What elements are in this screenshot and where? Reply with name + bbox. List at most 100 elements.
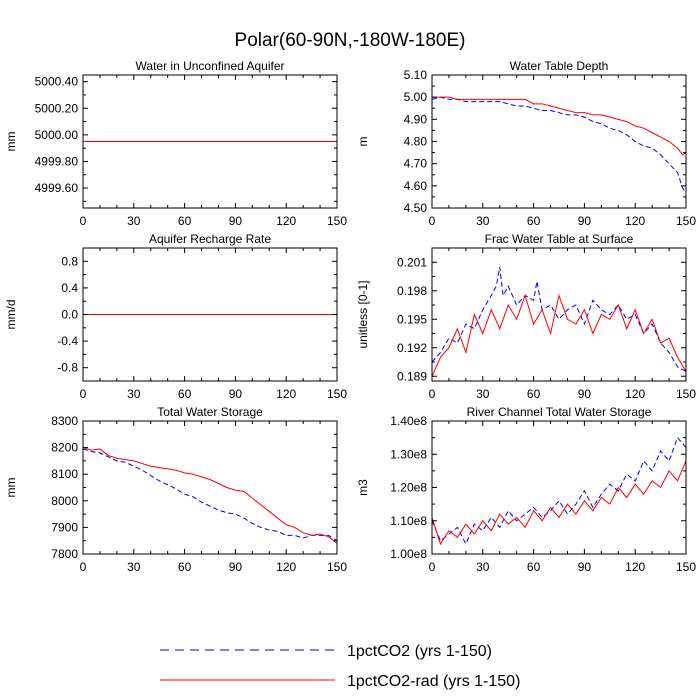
series-group [432, 436, 686, 546]
y-tick-label: 8100 [51, 467, 78, 481]
y-tick-label: 0.189 [397, 369, 427, 383]
series-line-1pctCO2 [432, 266, 686, 372]
y-axis-label: m3 [356, 479, 370, 496]
x-tick-label: 30 [127, 560, 141, 574]
y-axis-label: m [356, 137, 370, 147]
y-tick-label: 8200 [51, 441, 78, 455]
panel-title: Water in Unconfined Aquifer [136, 59, 285, 73]
x-tick-label: 30 [476, 214, 490, 228]
y-tick-label: 0.0 [61, 308, 78, 322]
y-tick-label: 4.80 [404, 135, 428, 149]
x-tick-label: 0 [429, 214, 436, 228]
y-tick-label: 4.60 [404, 179, 428, 193]
y-tick-label: 5000.00 [35, 128, 79, 142]
y-tick-label: 7800 [51, 547, 78, 561]
legend: 1pctCO2 (yrs 1-150) 1pctCO2-rad (yrs 1-1… [160, 643, 520, 690]
y-axis-label: mm [4, 478, 18, 498]
x-tick-label: 30 [127, 387, 141, 401]
x-tick-label: 0 [429, 387, 436, 401]
plot-frame [431, 247, 687, 382]
y-tick-label: 0.198 [397, 284, 427, 298]
series-group [432, 266, 686, 377]
plot-frame [431, 74, 687, 209]
panel-title: Water Table Depth [510, 59, 609, 73]
panel-title: Frac Water Table at Surface [485, 232, 634, 246]
panel-title: River Channel Total Water Storage [467, 405, 652, 419]
y-tick-label: 5.00 [404, 90, 428, 104]
y-axis-label: unitless [0-1] [356, 280, 370, 348]
figure-title: Polar(60-90N,-180W-180E) [235, 30, 466, 51]
x-tick-label: 30 [476, 560, 490, 574]
x-tick-label: 90 [578, 387, 592, 401]
y-tick-label: 4999.80 [35, 154, 79, 168]
y-tick-label: 0.8 [61, 254, 78, 268]
panel-2: Aquifer Recharge Rate mm/d 0 30 60 90 120 150 -0… [4, 232, 347, 401]
panels: Water in Unconfined Aquifer mm 0 30 60 90 120 1… [4, 59, 696, 574]
y-tick-label: 1.00e8 [390, 547, 427, 561]
x-tick-label: 60 [178, 214, 192, 228]
x-tick-label: 120 [625, 560, 645, 574]
series-line-1pctCO2-rad [432, 293, 686, 377]
legend-label-1pctCO2: 1pctCO2 (yrs 1-150) [347, 643, 492, 660]
series-line-1pctCO2-rad [83, 447, 337, 544]
x-tick-label: 60 [527, 214, 541, 228]
x-tick-label: 90 [229, 387, 243, 401]
x-tick-label: 60 [527, 560, 541, 574]
x-tick-label: 150 [676, 214, 696, 228]
plot-frame [82, 420, 338, 555]
legend-label-1pctCO2-rad: 1pctCO2-rad (yrs 1-150) [347, 673, 520, 690]
x-tick-label: 120 [276, 214, 296, 228]
x-tick-label: 60 [527, 387, 541, 401]
x-tick-label: 90 [578, 560, 592, 574]
x-tick-label: 90 [229, 560, 243, 574]
panel-0: Water in Unconfined Aquifer mm 0 30 60 90 120 1… [4, 59, 347, 228]
y-tick-label: 0.192 [397, 341, 427, 355]
y-tick-label: 4999.60 [35, 181, 79, 195]
x-tick-label: 0 [80, 560, 87, 574]
y-tick-label: 1.30e8 [390, 447, 427, 461]
x-tick-label: 90 [229, 214, 243, 228]
x-tick-label: 30 [127, 214, 141, 228]
y-tick-label: 5000.40 [35, 75, 79, 89]
x-tick-label: 120 [625, 214, 645, 228]
y-tick-label: 4.50 [404, 201, 428, 215]
y-tick-label: 4.70 [404, 157, 428, 171]
panel-5: River Channel Total Water Storage m3 0 30 60… [356, 405, 696, 574]
y-tick-label: 4.90 [404, 112, 428, 126]
y-tick-label: 0.195 [397, 312, 427, 326]
y-tick-label: 8300 [51, 414, 78, 428]
y-tick-label: 8000 [51, 494, 78, 508]
x-tick-label: 0 [80, 387, 87, 401]
x-tick-label: 60 [178, 560, 192, 574]
panel-1: Water Table Depth m 0 30 60 90 120 150 4.50 4.60 4… [356, 59, 696, 228]
x-tick-label: 90 [578, 214, 592, 228]
y-tick-label: 5.10 [404, 68, 428, 82]
x-tick-label: 0 [429, 560, 436, 574]
x-tick-label: 120 [276, 387, 296, 401]
x-tick-label: 120 [276, 560, 296, 574]
series-line-1pctCO2-rad [432, 460, 686, 546]
series-line-1pctCO2 [432, 436, 686, 546]
series-group [83, 447, 337, 544]
y-tick-label: 1.10e8 [390, 514, 427, 528]
y-tick-label: 5000.20 [35, 101, 79, 115]
series-line-1pctCO2 [83, 448, 337, 542]
series-line-1pctCO2-rad [432, 96, 686, 156]
y-axis-label: mm [4, 132, 18, 152]
panel-title: Total Water Storage [157, 405, 263, 419]
y-axis-label: mm/d [4, 300, 18, 330]
y-tick-label: 0.4 [61, 281, 78, 295]
y-tick-label: 7900 [51, 520, 78, 534]
series-line-1pctCO2 [432, 96, 686, 193]
x-tick-label: 0 [80, 214, 87, 228]
y-tick-label: -0.8 [57, 361, 78, 375]
plot-frame [82, 74, 338, 209]
x-tick-label: 120 [625, 387, 645, 401]
y-tick-label: 1.20e8 [390, 481, 427, 495]
x-tick-label: 150 [327, 214, 347, 228]
x-tick-label: 150 [676, 560, 696, 574]
panel-3: Frac Water Table at Surface unitless [0-1… [356, 232, 696, 401]
x-tick-label: 60 [178, 387, 192, 401]
y-tick-label: -0.4 [57, 334, 78, 348]
